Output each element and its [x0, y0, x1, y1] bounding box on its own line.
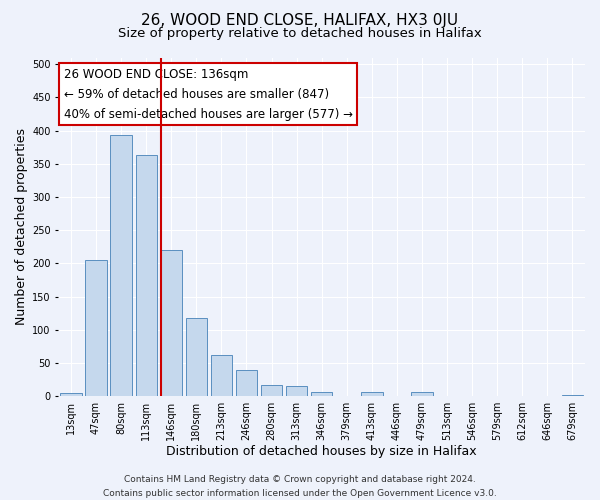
- Bar: [61, 393, 82, 396]
- Text: Contains HM Land Registry data © Crown copyright and database right 2024.
Contai: Contains HM Land Registry data © Crown c…: [103, 476, 497, 498]
- Y-axis label: Number of detached properties: Number of detached properties: [15, 128, 28, 326]
- Bar: [161, 250, 182, 396]
- Text: 26 WOOD END CLOSE: 136sqm
← 59% of detached houses are smaller (847)
40% of semi: 26 WOOD END CLOSE: 136sqm ← 59% of detac…: [64, 68, 353, 120]
- Bar: [412, 392, 433, 396]
- Bar: [136, 155, 157, 396]
- Bar: [85, 260, 107, 396]
- Bar: [110, 135, 132, 396]
- Bar: [185, 318, 207, 396]
- Bar: [286, 386, 307, 396]
- Bar: [562, 395, 583, 396]
- X-axis label: Distribution of detached houses by size in Halifax: Distribution of detached houses by size …: [166, 444, 477, 458]
- Text: 26, WOOD END CLOSE, HALIFAX, HX3 0JU: 26, WOOD END CLOSE, HALIFAX, HX3 0JU: [142, 12, 458, 28]
- Bar: [236, 370, 257, 396]
- Bar: [261, 386, 282, 396]
- Text: Size of property relative to detached houses in Halifax: Size of property relative to detached ho…: [118, 28, 482, 40]
- Bar: [211, 355, 232, 396]
- Bar: [361, 392, 383, 396]
- Bar: [311, 392, 332, 396]
